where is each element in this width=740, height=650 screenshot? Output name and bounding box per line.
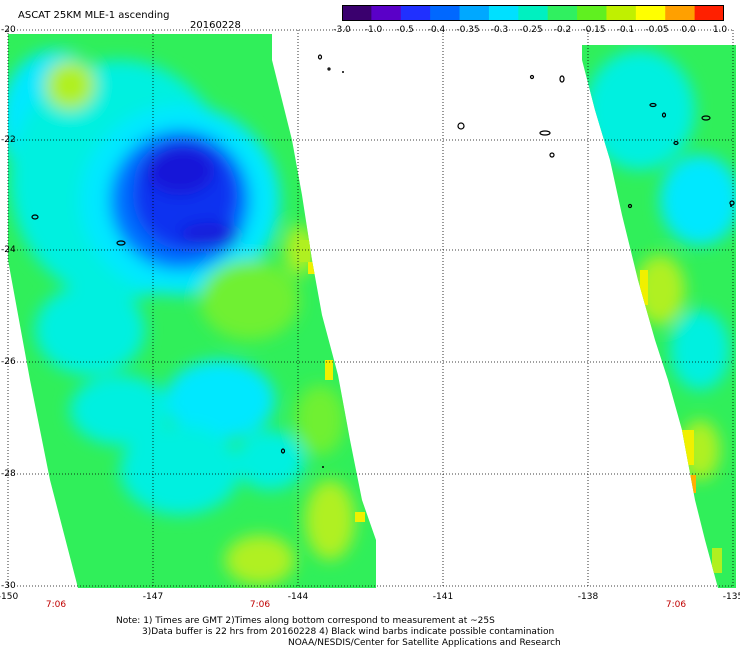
colorbar-segment <box>577 5 607 21</box>
note-line-3: NOAA/NESDIS/Center for Satellite Applica… <box>288 638 561 648</box>
latitude-label: -26 <box>1 357 16 367</box>
longitude-label: -138 <box>577 592 599 602</box>
colorbar-segment <box>518 5 549 21</box>
longitude-label: -135 <box>722 592 740 602</box>
colorbar-segment <box>459 5 490 21</box>
longitude-label: -141 <box>432 592 454 602</box>
colorbar-border <box>342 5 724 21</box>
product-title: ASCAT 25KM MLE-1 ascending <box>18 10 170 21</box>
island-outlines <box>31 54 735 454</box>
latitude-label: -22 <box>1 135 16 145</box>
colorbar-segment <box>371 5 402 21</box>
pass-time-label: 7:06 <box>45 600 67 610</box>
colorbar-segment <box>342 5 372 21</box>
colorbar-segment <box>400 5 431 21</box>
colorbar-segment <box>430 5 461 21</box>
colorbar-segment <box>665 5 696 21</box>
colorbar-tick-label: -1.0 <box>364 25 383 35</box>
note-line-2: 3)Data buffer is 22 hrs from 20160228 4)… <box>142 627 555 637</box>
product-date: 20160228 <box>190 20 241 31</box>
colorbar-segment <box>488 5 519 21</box>
colorbar-segment <box>606 5 637 21</box>
longitude-label: -144 <box>287 592 309 602</box>
note-line-1: Note: 1) Times are GMT 2)Times along bot… <box>116 616 495 626</box>
colorbar-segment <box>635 5 666 21</box>
colorbar-segment <box>547 5 578 21</box>
longitude-label: -150 <box>0 592 19 602</box>
colorbar <box>342 5 724 21</box>
colorbar-tick-label: -0.2 <box>553 25 572 35</box>
right-swath <box>582 45 736 588</box>
pass-time-label: 7:06 <box>665 600 687 610</box>
latitude-label: -24 <box>1 245 16 255</box>
latitude-label: -20 <box>1 25 16 35</box>
colorbar-segment <box>694 5 724 21</box>
left-swath <box>8 34 376 588</box>
graticule <box>7 29 734 588</box>
longitude-label: -147 <box>142 592 164 602</box>
pass-time-label: 7:06 <box>249 600 271 610</box>
latitude-label: -28 <box>1 469 16 479</box>
colorbar-tick-label: -0.3 <box>490 25 509 35</box>
colorbar-tick-label: 0.0 <box>681 25 696 35</box>
colorbar-tick-label: -0.1 <box>616 25 635 35</box>
colorbar-tick-label: -0.4 <box>427 25 446 35</box>
latitude-label: -30 <box>1 581 16 591</box>
